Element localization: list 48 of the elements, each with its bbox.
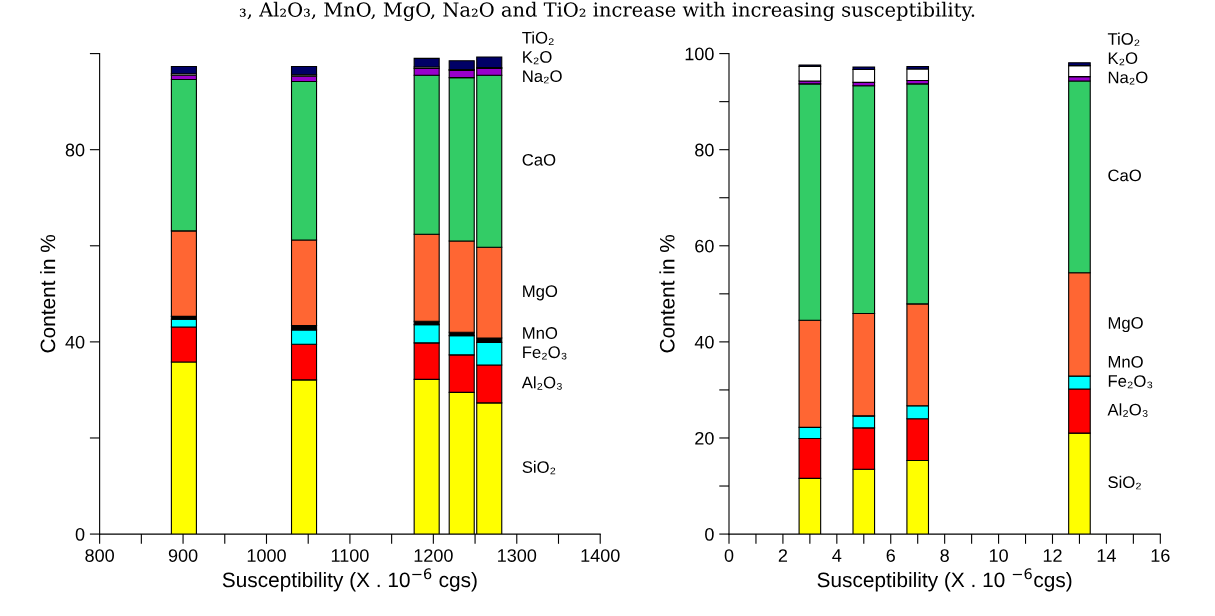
x-tick-label: 6 xyxy=(886,549,895,562)
text: ₃, Al₂O₃, MnO, MgO, Na₂O and TiO₂ increase with increasing susceptibility. xyxy=(239,1,975,21)
x-tick-label: 14 xyxy=(1097,549,1116,562)
series-label: CaO xyxy=(1108,169,1141,182)
y-tick-label: 20 xyxy=(695,431,714,445)
x-tick-label: 800 xyxy=(85,549,114,562)
y-tick-label: 0 xyxy=(705,528,714,541)
y-tick-label: 60 xyxy=(695,239,714,253)
y-tick-label: 40 xyxy=(65,335,85,349)
series-label: TiO₂ xyxy=(1107,32,1140,47)
x-tick-label: 16 xyxy=(1151,549,1170,562)
series-label: Al₂O₃ xyxy=(1107,403,1148,417)
series-label: MnO xyxy=(523,327,558,339)
x-tick-label: 1200 xyxy=(414,549,453,562)
x-tick-label: 0 xyxy=(724,549,734,562)
y-tick-label: 80 xyxy=(65,143,85,157)
series-label: MnO xyxy=(1108,355,1143,368)
x-tick-label: 1400 xyxy=(581,549,620,562)
series-label: K₂O xyxy=(1108,52,1138,66)
series-label: CaO xyxy=(522,153,556,166)
series-label: Na₂O xyxy=(1108,71,1148,85)
x-tick-label: 1000 xyxy=(247,549,286,562)
series-label: K₂O xyxy=(523,51,552,65)
series-label: Na₂O xyxy=(523,70,562,84)
x-tick-label: 4 xyxy=(832,549,842,562)
x-tick-label: 12 xyxy=(1043,549,1062,562)
y-tick-label: 0 xyxy=(75,528,85,541)
y-tick-label: 80 xyxy=(695,143,714,157)
x-axis-title: Susceptibility (X . 10$^{−6}$ cgs) xyxy=(222,568,477,592)
x-tick-label: 2 xyxy=(778,549,788,562)
y-axis-title: Content in % xyxy=(659,234,675,353)
x-tick-label: 10 xyxy=(989,549,1008,562)
series-label: SiO₂ xyxy=(1108,475,1141,490)
x-tick-label: 1300 xyxy=(498,549,537,562)
series-label: MgO xyxy=(523,285,558,301)
series-label: Al₂O₃ xyxy=(521,376,562,390)
series-label: MgO xyxy=(1108,317,1143,333)
series-label: TiO₂ xyxy=(522,31,554,45)
x-tick-label: 1100 xyxy=(331,549,369,562)
y-axis-title: Content in % xyxy=(39,234,56,353)
series-label: Fe₂O₃ xyxy=(1108,375,1153,389)
series-label: SiO₂ xyxy=(522,460,556,475)
x-tick-label: 900 xyxy=(168,549,198,562)
y-tick-label: 40 xyxy=(694,335,714,349)
x-axis-title: Susceptibility (X . 10 $^{−6}$cgs) xyxy=(817,568,1072,592)
y-tick-label: 100 xyxy=(685,47,714,61)
series-label: Fe₂O₃ xyxy=(523,346,567,360)
x-tick-label: 8 xyxy=(940,549,949,562)
